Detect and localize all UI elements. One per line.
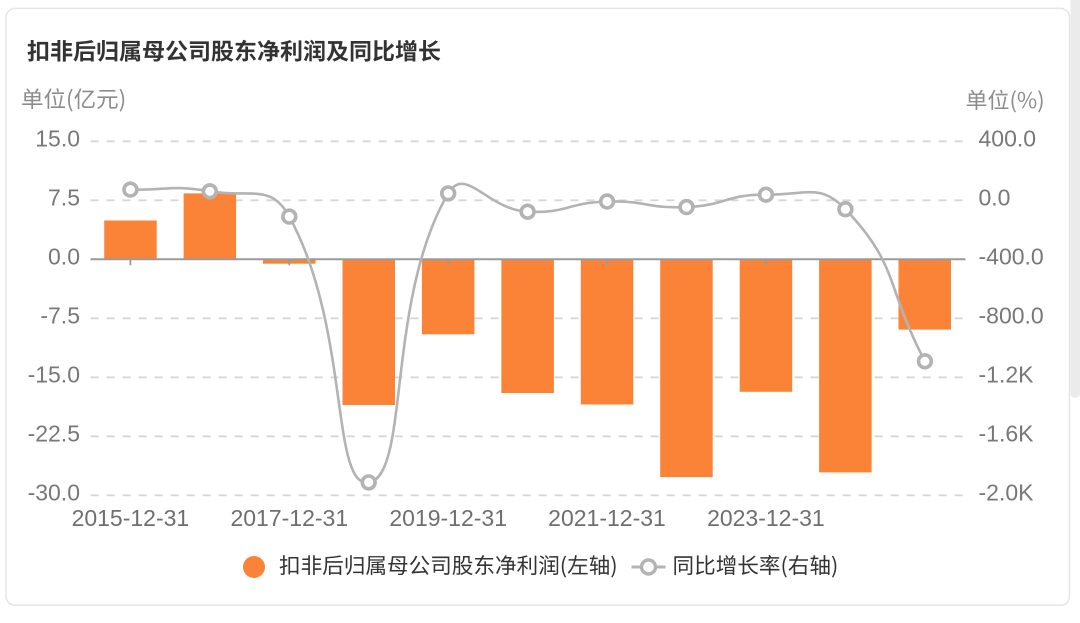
svg-text:2023-12-31: 2023-12-31 [707, 505, 825, 531]
svg-text:0.0: 0.0 [979, 184, 1011, 210]
svg-text:7.5: 7.5 [48, 184, 80, 210]
svg-text:0.0: 0.0 [48, 243, 80, 269]
svg-text:-22.5: -22.5 [28, 420, 80, 446]
svg-text:-400.0: -400.0 [979, 243, 1044, 269]
svg-text:-30.0: -30.0 [28, 479, 80, 505]
svg-text:-1.6K: -1.6K [979, 420, 1035, 446]
svg-text:2021-12-31: 2021-12-31 [548, 505, 666, 531]
svg-text:-800.0: -800.0 [979, 302, 1044, 328]
svg-text:-7.5: -7.5 [40, 302, 80, 328]
svg-text:15.0: 15.0 [35, 125, 80, 151]
svg-text:-15.0: -15.0 [28, 361, 80, 387]
svg-text:2017-12-31: 2017-12-31 [230, 505, 348, 531]
svg-text:400.0: 400.0 [979, 125, 1037, 151]
svg-text:-2.0K: -2.0K [979, 479, 1035, 505]
svg-text:-1.2K: -1.2K [979, 361, 1035, 387]
svg-text:2015-12-31: 2015-12-31 [72, 505, 190, 531]
svg-text:2019-12-31: 2019-12-31 [389, 505, 507, 531]
